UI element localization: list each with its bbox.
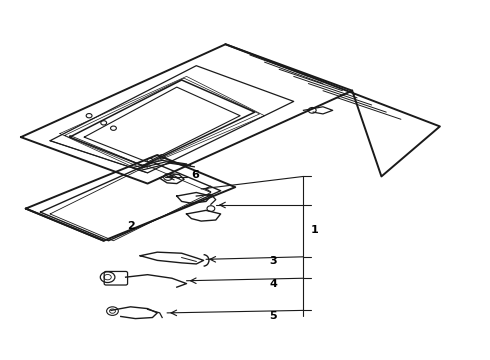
Text: 4: 4 bbox=[270, 279, 277, 289]
Text: 2: 2 bbox=[127, 221, 135, 231]
Text: 5: 5 bbox=[270, 311, 277, 321]
Text: 3: 3 bbox=[270, 256, 277, 266]
FancyBboxPatch shape bbox=[104, 271, 127, 285]
Text: 6: 6 bbox=[192, 170, 199, 180]
Text: 1: 1 bbox=[311, 225, 319, 235]
